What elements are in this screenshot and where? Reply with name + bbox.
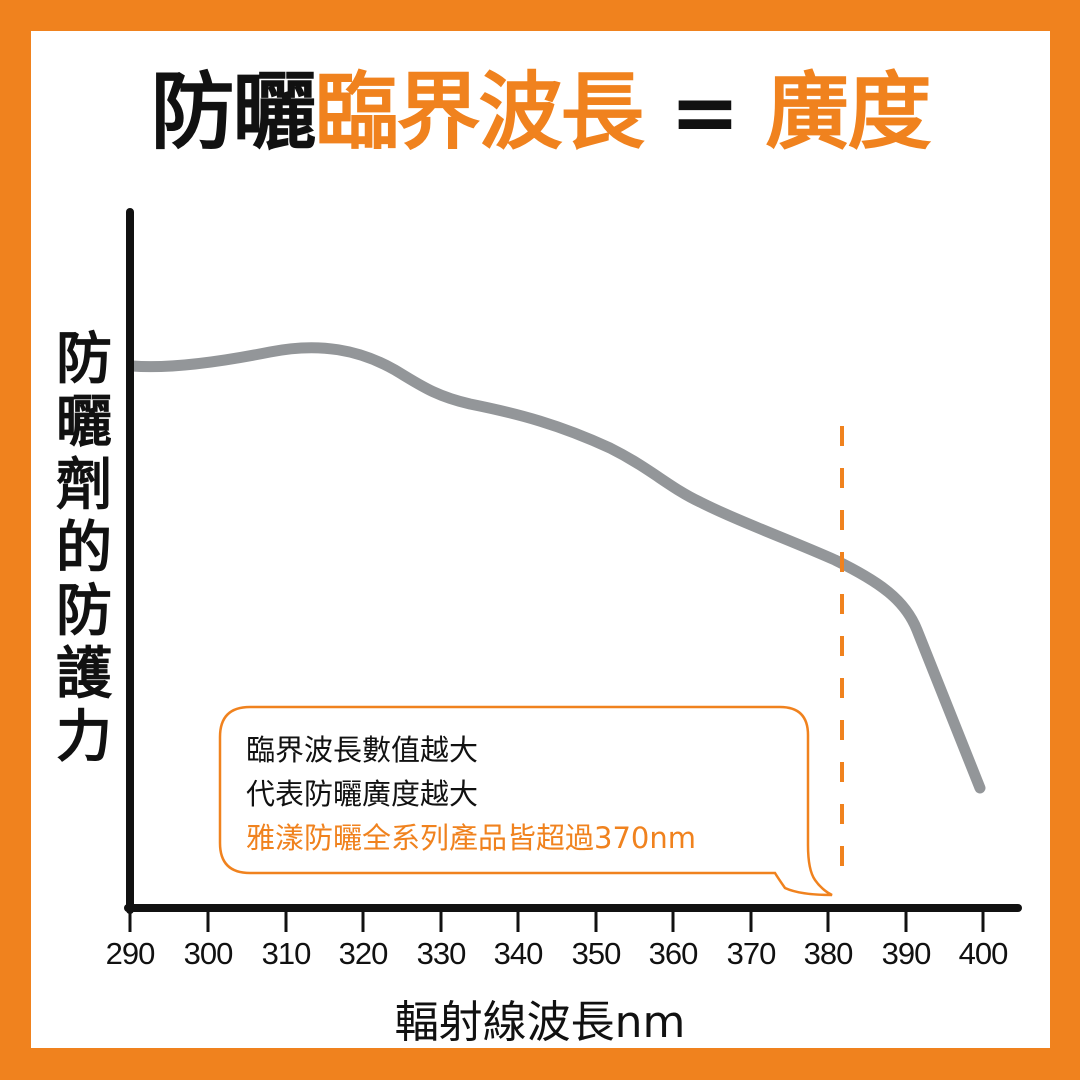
x-tick-label: 320 <box>338 936 389 971</box>
y-axis-label-char: 的 <box>56 516 112 581</box>
x-tick-label: 390 <box>881 936 932 971</box>
x-axis-label: 輻射線波長nm <box>394 997 686 1048</box>
callout-line-1: 臨界波長數值越大 <box>246 733 479 767</box>
callout-bubble <box>218 705 833 897</box>
x-tick-label: 380 <box>803 936 854 971</box>
x-axis-ticks <box>128 908 985 932</box>
chart-canvas <box>31 31 1050 1048</box>
title-part-sunscreen: 防曬 <box>150 63 317 161</box>
title-equals: = <box>642 63 766 161</box>
y-axis-label-char: 防 <box>56 579 112 644</box>
callout-line-3: 雅漾防曬全系列產品皆超過370nm <box>246 821 696 855</box>
x-tick-label: 360 <box>648 936 699 971</box>
x-tick-label: 330 <box>416 936 467 971</box>
x-tick-label: 370 <box>726 936 777 971</box>
y-axis-label-char: 曬 <box>56 390 112 455</box>
protection-curve <box>126 342 986 794</box>
y-axis-label-char: 劑 <box>56 453 112 518</box>
title-part-breadth: 廣度 <box>765 63 931 161</box>
x-tick-label: 310 <box>261 936 312 971</box>
x-tick-label: 290 <box>105 936 156 971</box>
x-tick-label: 340 <box>493 936 544 971</box>
y-axis-label-char: 力 <box>56 705 112 770</box>
y-axis-label: 防 曬 劑 的 防 護 力 <box>52 328 116 769</box>
y-axis-label-char: 護 <box>56 642 112 707</box>
callout-line-2: 代表防曬廣度越大 <box>246 777 479 811</box>
x-tick-label: 350 <box>571 936 622 971</box>
x-tick-label: 400 <box>958 936 1009 971</box>
page-title: 防曬臨界波長 = 廣度 <box>0 62 1080 162</box>
title-part-critical-wavelength: 臨界波長 <box>314 63 645 161</box>
y-axis-label-char: 防 <box>56 327 112 392</box>
x-tick-label: 300 <box>183 936 234 971</box>
callout-text: 臨界波長數值越大 代表防曬廣度越大 雅漾防曬全系列產品皆超過370nm <box>246 728 696 860</box>
